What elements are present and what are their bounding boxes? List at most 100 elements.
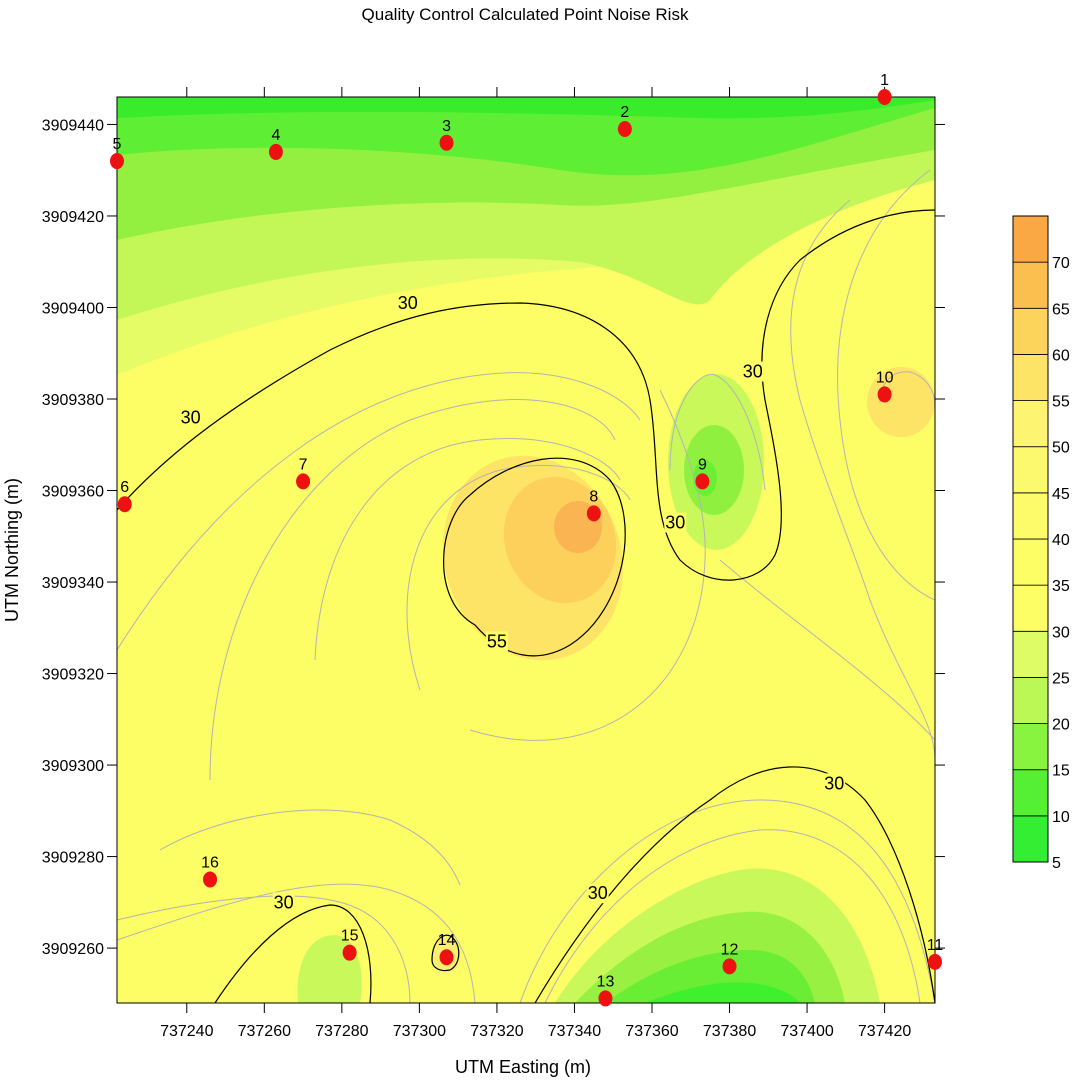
y-tick-label: 3909400: [42, 300, 104, 317]
colorbar-label: 25: [1052, 670, 1070, 687]
x-tick-label: 737360: [625, 1023, 678, 1040]
y-tick-label: 3909340: [42, 575, 104, 592]
sample-point-label: 4: [271, 127, 280, 144]
sample-point-label: 11: [927, 937, 944, 954]
colorbar-band: [1012, 584, 1049, 632]
x-tick-label: 737400: [780, 1023, 833, 1040]
colorbar-label: 10: [1052, 809, 1070, 826]
gray-contour: [879, 371, 935, 406]
sample-point-label: 9: [698, 456, 707, 473]
x-tick-label: 737280: [315, 1023, 368, 1040]
sample-point-marker: [342, 944, 357, 961]
contour-labels: 30 30 30 30 55 30 30 30: [179, 292, 846, 913]
sample-point-marker: [203, 871, 218, 888]
sample-point-marker: [296, 473, 311, 490]
sample-point-marker: [598, 990, 613, 1007]
y-tick-label: 3909320: [42, 667, 104, 684]
sample-point-label: 16: [201, 854, 219, 871]
contour-30-bottom-right: [534, 766, 935, 1003]
sample-point-marker: [439, 949, 454, 966]
sample-point-marker: [695, 473, 710, 490]
gray-contour: [159, 809, 461, 886]
colorbar-label: 35: [1052, 578, 1070, 595]
colorbar-band: [1012, 492, 1049, 540]
contour-label: 30: [665, 513, 685, 533]
sample-point-label: 3: [442, 118, 451, 135]
colorbar-label: 55: [1052, 394, 1070, 411]
gray-contour: [314, 438, 621, 661]
gray-contour: [837, 169, 935, 601]
colorbar-label: 15: [1052, 763, 1070, 780]
colorbar-band: [1012, 769, 1049, 817]
y-tick-label: 3909260: [42, 941, 104, 958]
y-tick-label: 3909280: [42, 850, 104, 867]
contour-label-bg: [741, 361, 764, 382]
contour-30-top-left: [117, 209, 935, 581]
contour-30-bottom-left: [214, 904, 372, 1003]
colorbar-band: [1012, 677, 1049, 724]
contour-fill-layer: [117, 97, 935, 1003]
y-axis-label: UTM Northing (m): [2, 478, 22, 622]
gray-contour: [519, 799, 935, 1003]
sample-point-marker: [117, 496, 132, 513]
gray-contour: [544, 829, 921, 1003]
sample-point-marker: [877, 386, 892, 403]
contour-label: 30: [274, 892, 294, 912]
gray-contour: [117, 883, 476, 1003]
x-axis-label: UTM Easting (m): [455, 1057, 591, 1077]
colorbar-band: [1012, 354, 1049, 401]
sample-point-label: 2: [620, 104, 629, 121]
x-tick-label: 737380: [703, 1023, 756, 1040]
sample-point-marker: [268, 143, 283, 160]
colorbar-label: 60: [1052, 347, 1070, 364]
colorbar-label: 40: [1052, 532, 1070, 549]
sample-point-label: 10: [876, 369, 894, 386]
sample-point-label: 7: [299, 456, 308, 473]
gray-contour: [719, 559, 935, 741]
sample-point-label: 12: [721, 941, 739, 958]
colorbar-label: 65: [1052, 301, 1070, 318]
gray-contour: [406, 464, 631, 691]
contour-30-point14: [431, 934, 460, 972]
sample-point-label: 13: [597, 973, 615, 990]
contour-label: 30: [824, 773, 844, 793]
axis-ticks: 737240 737260 737280 737300 737320 737340 7373…: [42, 87, 945, 1040]
sample-point-label: 6: [120, 479, 129, 496]
colorbar-label: 50: [1052, 440, 1070, 457]
y-tick-label: 3909380: [42, 392, 104, 409]
contour-label: 55: [487, 632, 507, 652]
contour-label-bg: [664, 512, 687, 533]
colorbar-band: [1012, 215, 1049, 263]
colorbar-band: [1012, 815, 1049, 863]
black-contours: [117, 209, 935, 1003]
y-tick-label: 3909440: [42, 117, 104, 134]
colorbar-band: [1012, 446, 1049, 494]
colorbar-label: 70: [1052, 255, 1070, 272]
y-tick-label: 3909300: [42, 758, 104, 775]
contour-label: 30: [181, 407, 201, 427]
sample-point-label: 15: [341, 928, 359, 945]
sample-point-label: 1: [880, 72, 889, 89]
gray-contour: [790, 199, 935, 761]
band-5-10: [117, 97, 935, 119]
plot-frame: [116, 96, 936, 1004]
contour-label-bg: [179, 407, 202, 428]
colorbar-label: 20: [1052, 717, 1070, 734]
sample-point-marker: [722, 958, 737, 975]
x-tick-label: 737240: [160, 1023, 213, 1040]
sample-point-marker: [928, 953, 942, 970]
contour-label-bg: [485, 631, 508, 652]
sample-point-marker: [586, 505, 601, 522]
x-tick-label: 737260: [238, 1023, 291, 1040]
colorbar-frame: [1012, 215, 1049, 863]
gray-contour: [209, 399, 616, 781]
colorbar-band: [1012, 630, 1049, 678]
colorbar-band: [1012, 723, 1049, 771]
chart-title: Quality Control Calculated Point Noise R…: [362, 5, 689, 24]
gray-contour: [117, 895, 411, 1003]
contour-label: 30: [398, 293, 418, 313]
sample-point-label: 5: [113, 136, 122, 153]
